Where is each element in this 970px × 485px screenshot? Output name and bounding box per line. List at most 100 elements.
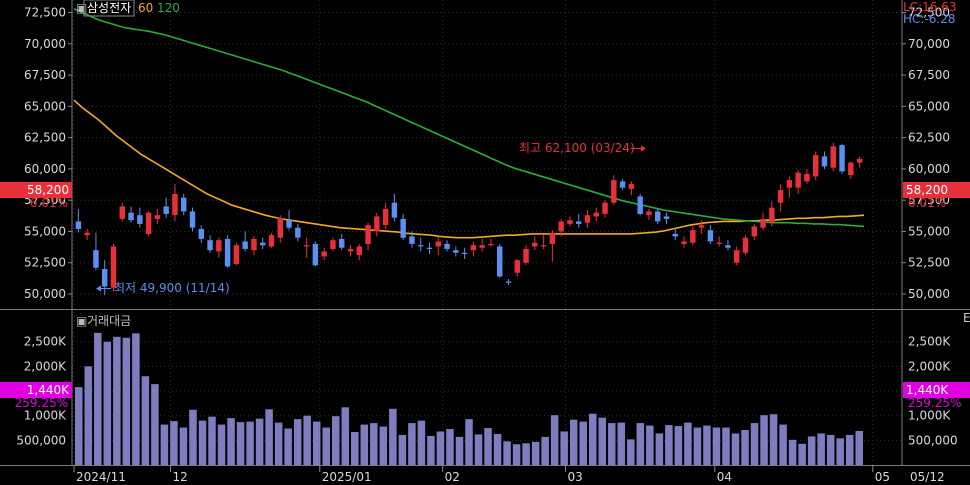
lc-indicator: LC:16.63: [903, 0, 957, 14]
price-tick-label-right: 72,500: [908, 6, 950, 20]
ma120-legend: 120: [157, 1, 180, 15]
candle-body: [277, 217, 283, 238]
moving-average-lines: [73, 8, 865, 239]
candle-body: [821, 156, 828, 167]
candle-body: [286, 220, 292, 228]
candle-body: [558, 221, 564, 232]
volume-bar: [455, 436, 464, 465]
low-arrow-head: [96, 285, 101, 292]
volume-bar: [760, 415, 768, 465]
volume-bar: [389, 408, 397, 465]
price-tick-label-right: 60,000: [908, 162, 950, 176]
price-tick-label-left: 52,500: [24, 256, 66, 270]
candle-body: [75, 221, 82, 229]
volume-bar: [189, 409, 197, 465]
candle-body: [523, 248, 529, 263]
volume-bar: [741, 429, 749, 465]
volume-tick-label-left: 2,000K: [24, 359, 67, 373]
candle-body: [84, 232, 90, 236]
candle-body: [374, 216, 380, 232]
volume-bar: [417, 420, 426, 465]
candle-body: [242, 241, 248, 249]
candle-body: [119, 206, 125, 219]
volume-bar: [807, 436, 816, 465]
volume-bar: [255, 418, 264, 465]
price-tick-label-left: 60,000: [24, 162, 66, 176]
candle-body: [470, 245, 477, 251]
current-price-badge-left: 58,200: [0, 182, 72, 198]
candle-body: [804, 173, 810, 182]
ma60-legend: 60: [138, 1, 153, 15]
candle-body: [681, 241, 687, 244]
volume-bar: [779, 424, 787, 465]
candle-body: [716, 242, 722, 244]
candle-body: [409, 236, 415, 244]
candle-body: [365, 225, 371, 244]
candle-body: [584, 215, 591, 223]
candle-body: [110, 246, 117, 288]
volume-bar: [265, 409, 273, 465]
candle-body: [418, 245, 424, 247]
price-tick-label-left: 50,000: [24, 287, 66, 301]
volume-bar: [750, 423, 759, 465]
candle-body: [725, 245, 731, 248]
candle-body: [128, 212, 134, 221]
candle-body: [391, 202, 398, 218]
x-tick-label: 2024/11: [76, 470, 126, 484]
volume-bar: [151, 384, 159, 465]
volume-bar: [674, 426, 683, 465]
candle-body: [137, 215, 143, 224]
candle-body: [576, 221, 582, 224]
candle-body: [172, 193, 178, 216]
volume-bar: [569, 419, 578, 465]
volume-bar: [703, 425, 711, 465]
candle-body: [751, 226, 757, 237]
candle-body: [734, 250, 740, 263]
volume-bar: [94, 332, 102, 465]
volume-bar: [693, 427, 702, 465]
candle-body: [505, 281, 512, 283]
price-tick-label-right: 55,000: [908, 224, 950, 238]
candle-body: [690, 230, 696, 243]
volume-bar: [522, 443, 530, 465]
candle-body: [628, 183, 635, 189]
volume-bar: [179, 427, 188, 465]
volume-bar: [132, 333, 140, 465]
volume-bar: [817, 433, 825, 465]
x-tick-label: 03: [568, 470, 583, 484]
candle-body: [488, 243, 494, 246]
volume-bar: [826, 434, 835, 465]
candle-body: [312, 243, 319, 266]
volume-bar: [284, 428, 292, 465]
candle-body: [356, 246, 362, 256]
candle-body: [663, 216, 670, 219]
candle-body: [224, 238, 231, 267]
candle-body: [742, 237, 749, 253]
volume-bar: [84, 366, 93, 465]
volume-bar: [236, 422, 245, 465]
price-tick-label-right: 70,000: [908, 37, 950, 51]
candle-body: [839, 145, 845, 172]
volume-bar: [351, 431, 359, 465]
candle-body: [532, 242, 538, 247]
candle-body: [777, 190, 784, 203]
candle-body: [786, 180, 793, 188]
stock-name-box: [83, 0, 135, 17]
volume-bar: [560, 431, 568, 465]
volume-tick-label-right: 2,500K: [908, 335, 951, 349]
candle-body: [207, 240, 213, 251]
candle-body: [856, 158, 863, 163]
low-annotation: 최저 49,900 (11/14): [96, 281, 230, 295]
volume-bar: [845, 434, 854, 465]
price-tick-label-left: 65,000: [24, 99, 66, 113]
volume-bar: [646, 425, 654, 465]
candle-body: [251, 238, 257, 251]
volume-bar: [370, 423, 378, 465]
legend-marker-icon: ▣: [76, 1, 87, 15]
volume-bar: [198, 420, 207, 465]
volume-bar: [731, 433, 740, 465]
volume-badge-right: 1,440K: [903, 382, 970, 398]
candle-body: [760, 218, 766, 228]
volume-bar: [493, 433, 502, 465]
